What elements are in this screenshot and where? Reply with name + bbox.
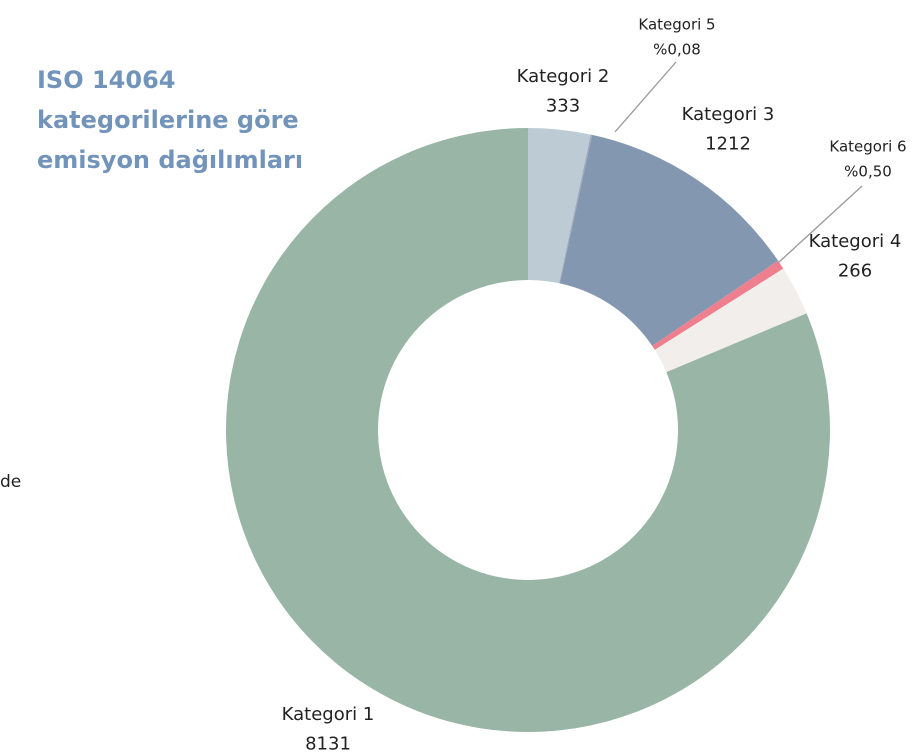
slice-label: Kategori 5 [638, 16, 715, 34]
slice-value: %0,08 [653, 40, 701, 58]
slice-value: %0,50 [844, 162, 892, 180]
leader-line [614, 61, 677, 133]
leader-line [777, 185, 863, 264]
slice-label: Kategori 1 [282, 704, 375, 725]
slice-label: Kategori 6 [829, 138, 906, 156]
slice [225, 128, 831, 733]
slice-label: Kategori 2 [517, 66, 610, 87]
chart-title: ISO 14064 kategorilerine göre emisyon da… [37, 66, 304, 174]
slice-value: 1212 [705, 134, 751, 155]
slice [559, 134, 779, 346]
slice-value: 333 [546, 96, 580, 117]
slice [559, 134, 593, 284]
slice [652, 260, 784, 350]
slice [528, 128, 591, 284]
side-text: de [0, 472, 21, 492]
slice-value: 266 [838, 261, 872, 282]
slice-label: Kategori 3 [682, 104, 775, 125]
slice-label: Kategori 4 [809, 231, 902, 252]
slice [654, 268, 807, 373]
slice-value: 8131 [305, 734, 351, 755]
